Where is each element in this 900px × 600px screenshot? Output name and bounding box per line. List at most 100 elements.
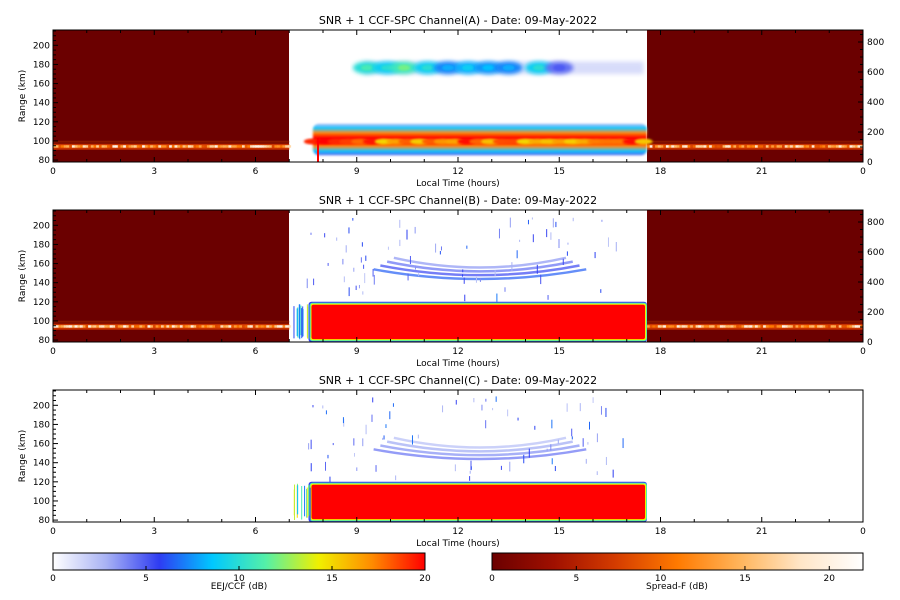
echo-layer-segment	[209, 145, 213, 148]
echo-layer-segment	[174, 145, 178, 148]
x-tick-label: 21	[756, 527, 767, 537]
echo-layer-segment	[757, 325, 761, 328]
echo-layer-segment	[263, 145, 267, 148]
echo-layer-segment	[90, 145, 94, 148]
panel-a-y-axis: 80 100 120 140 160 180 200	[33, 30, 58, 166]
echo-layer-segment	[703, 145, 707, 148]
x-tick-label: 15	[554, 167, 565, 177]
x-tick-label: 9	[354, 347, 360, 357]
echo-layer-segment	[96, 325, 100, 328]
echo-layer-segment	[763, 325, 767, 328]
panel-a-y2-axis: 0 200 400 600 800	[858, 34, 884, 168]
f-echo-arc	[393, 436, 567, 449]
echo-layer-segment	[844, 145, 848, 148]
echo-layer-segment	[55, 145, 59, 148]
echo-layer-segment	[809, 145, 813, 148]
y-tick-label: 180	[33, 240, 50, 250]
echo-layer-segment	[819, 145, 823, 148]
echo-layer-segment	[663, 325, 667, 328]
echo-layer-segment	[744, 145, 748, 148]
echo-layer-segment	[287, 145, 292, 148]
echo-layer-segment	[166, 145, 170, 148]
echo-layer-segment	[131, 325, 135, 328]
echo-layer-segment	[684, 145, 688, 148]
y-tick-label: 200	[33, 221, 50, 231]
echo-layer-segment	[152, 145, 157, 148]
echo-layer-segment	[706, 145, 710, 148]
y-tick-label: 80	[39, 336, 51, 346]
echo-layer-segment	[77, 145, 81, 148]
echo-layer-segment	[827, 325, 832, 328]
x-tick-label: 6	[253, 347, 259, 357]
y2-tick-label: 600	[867, 248, 884, 258]
panel-a-plot-area	[53, 30, 863, 162]
echo-layer-segment	[244, 325, 248, 328]
y-tick-label: 80	[39, 156, 51, 166]
echo-layer-segment	[285, 325, 289, 328]
y-tick-label: 140	[33, 459, 50, 469]
echo-layer-segment	[134, 325, 138, 328]
echo-layer-segment	[277, 145, 281, 148]
panel-b-plot-area	[53, 210, 863, 342]
echo-layer-segment	[733, 145, 737, 148]
echo-layer-segment	[233, 325, 238, 328]
colorbar-eej-ticks: 0 5 10 15 20	[50, 566, 431, 584]
panel-a-y-label: Range (km)	[18, 70, 28, 122]
y-tick-label: 160	[33, 440, 50, 450]
echo-layer-segment	[803, 325, 807, 328]
echo-layer-segment	[174, 325, 178, 328]
echo-layer-segment	[260, 145, 265, 148]
echo-layer-segment	[792, 325, 796, 328]
echo-layer-segment	[239, 325, 243, 328]
echo-layer-edge	[647, 320, 863, 323]
echo-layer-segment	[652, 325, 656, 328]
echo-layer-segment	[209, 325, 213, 328]
echo-layer-segment	[201, 325, 205, 328]
echo-layer-segment	[88, 325, 92, 328]
echo-layer-segment	[163, 145, 167, 148]
x-tick-label: 0	[50, 167, 56, 177]
echo-layer-segment	[215, 145, 219, 148]
echo-layer-segment	[258, 325, 262, 328]
echo-layer-segment	[247, 145, 251, 148]
echo-layer-segment	[649, 145, 653, 148]
panel-c-y-label: Range (km)	[18, 430, 28, 482]
eej-core-blob	[634, 138, 653, 145]
eej-saturated-core	[311, 484, 645, 520]
echo-layer-segment	[738, 145, 742, 148]
echo-layer-edge	[647, 140, 863, 143]
echo-layer-segment	[128, 145, 132, 148]
echo-layer-segment	[255, 145, 259, 148]
echo-layer-segment	[746, 145, 751, 148]
echo-layer-segment	[841, 145, 845, 148]
echo-layer-segment	[811, 145, 815, 148]
echo-layer-segment	[665, 145, 670, 148]
echo-layer-segment	[854, 145, 859, 148]
echo-layer-segment	[58, 325, 62, 328]
echo-layer-segment	[787, 325, 791, 328]
echo-layer-segment	[665, 325, 670, 328]
echo-layer-segment	[239, 145, 243, 148]
echo-layer-segment	[725, 145, 729, 148]
echo-layer-segment	[647, 325, 651, 328]
echo-layer-segment	[144, 145, 148, 148]
echo-layer-segment	[800, 145, 805, 148]
colorbar-tick-label: 20	[419, 574, 431, 584]
echo-layer-segment	[819, 325, 823, 328]
echo-layer-segment	[771, 145, 775, 148]
colorbar-spread-f-label: Spread-F (dB)	[646, 582, 708, 592]
echo-layer-segment	[709, 325, 713, 328]
echo-layer-segment	[228, 145, 232, 148]
y2-tick-label: 400	[867, 98, 884, 108]
echo-layer-segment	[85, 325, 89, 328]
f-echo-core	[462, 64, 475, 71]
echo-layer-segment	[676, 145, 680, 148]
y-tick-label: 120	[33, 298, 50, 308]
echo-layer-segment	[806, 325, 810, 328]
echo-layer-segment	[698, 325, 702, 328]
echo-layer-segment	[690, 145, 694, 148]
panel-a-echo-layer-left	[53, 140, 292, 150]
panel-b-eej-echoes	[293, 301, 647, 342]
echo-layer-segment	[755, 325, 759, 328]
x-tick-label: 9	[354, 167, 360, 177]
